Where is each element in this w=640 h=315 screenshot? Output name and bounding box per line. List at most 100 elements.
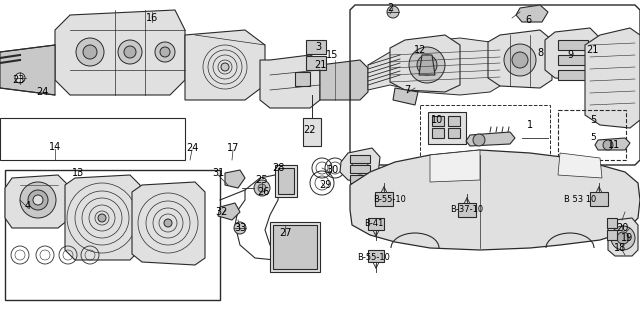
Polygon shape xyxy=(516,5,548,22)
Polygon shape xyxy=(466,132,515,146)
Text: 21: 21 xyxy=(314,60,326,70)
Circle shape xyxy=(124,46,136,58)
Text: 25: 25 xyxy=(256,175,268,185)
Text: 32: 32 xyxy=(216,207,228,217)
Text: 7: 7 xyxy=(404,85,410,95)
Bar xyxy=(278,168,294,194)
Bar xyxy=(420,105,550,160)
Text: 12: 12 xyxy=(414,45,426,55)
Polygon shape xyxy=(595,138,630,150)
Circle shape xyxy=(155,42,175,62)
Text: B-55-10: B-55-10 xyxy=(358,253,390,261)
Text: B 53 10: B 53 10 xyxy=(564,196,596,204)
Text: 26: 26 xyxy=(257,187,269,197)
Circle shape xyxy=(28,190,48,210)
Bar xyxy=(368,218,384,230)
Text: 18: 18 xyxy=(614,243,626,253)
Bar xyxy=(303,118,321,146)
Text: 16: 16 xyxy=(146,13,158,23)
Circle shape xyxy=(20,182,56,218)
Polygon shape xyxy=(419,55,435,75)
Bar xyxy=(275,165,297,197)
Text: 28: 28 xyxy=(272,163,284,173)
Bar xyxy=(558,70,588,80)
Circle shape xyxy=(512,52,528,68)
Text: 8: 8 xyxy=(537,48,543,58)
Bar xyxy=(368,250,384,262)
Polygon shape xyxy=(5,175,68,228)
Bar xyxy=(590,192,608,206)
Polygon shape xyxy=(368,38,510,95)
Bar xyxy=(458,203,476,217)
Bar xyxy=(558,110,626,160)
Bar xyxy=(295,72,310,86)
Polygon shape xyxy=(65,175,140,260)
Circle shape xyxy=(352,158,368,174)
Text: 10: 10 xyxy=(431,115,443,125)
Circle shape xyxy=(617,232,629,244)
Circle shape xyxy=(504,44,536,76)
Polygon shape xyxy=(132,182,205,265)
Circle shape xyxy=(33,195,43,205)
Circle shape xyxy=(603,140,613,150)
Circle shape xyxy=(76,38,104,66)
Polygon shape xyxy=(260,55,320,108)
Text: 29: 29 xyxy=(319,180,331,190)
Circle shape xyxy=(473,134,485,146)
Circle shape xyxy=(422,60,432,70)
Text: 23: 23 xyxy=(12,75,24,85)
Text: 2: 2 xyxy=(387,3,393,13)
Bar xyxy=(432,116,444,126)
Polygon shape xyxy=(218,203,240,220)
Circle shape xyxy=(160,47,170,57)
Bar xyxy=(607,230,617,240)
Circle shape xyxy=(15,73,25,83)
Polygon shape xyxy=(225,170,245,188)
Polygon shape xyxy=(320,60,368,100)
Text: 4: 4 xyxy=(25,201,31,211)
Bar xyxy=(448,116,460,126)
Polygon shape xyxy=(55,10,185,95)
Circle shape xyxy=(118,40,142,64)
Polygon shape xyxy=(340,148,380,183)
Circle shape xyxy=(98,214,106,222)
Text: 9: 9 xyxy=(567,50,573,60)
Circle shape xyxy=(221,63,229,71)
Bar xyxy=(558,55,588,65)
Text: 30: 30 xyxy=(326,165,338,175)
Text: 5: 5 xyxy=(590,134,596,142)
Polygon shape xyxy=(0,45,55,95)
Bar xyxy=(558,40,588,50)
Circle shape xyxy=(83,45,97,59)
Polygon shape xyxy=(430,150,480,182)
Text: 11: 11 xyxy=(608,140,620,150)
Polygon shape xyxy=(558,153,602,178)
Polygon shape xyxy=(350,150,640,250)
Circle shape xyxy=(234,222,246,234)
Text: 1: 1 xyxy=(527,120,533,130)
Circle shape xyxy=(611,226,635,250)
Text: 15: 15 xyxy=(326,50,338,60)
Polygon shape xyxy=(585,28,640,128)
Text: 17: 17 xyxy=(227,143,239,153)
Circle shape xyxy=(254,180,270,196)
Polygon shape xyxy=(390,35,460,92)
Text: 14: 14 xyxy=(49,142,61,152)
Text: 5: 5 xyxy=(590,115,596,125)
Bar xyxy=(432,128,444,138)
Text: B-55-10: B-55-10 xyxy=(374,196,406,204)
Bar xyxy=(306,40,326,54)
Circle shape xyxy=(258,184,266,192)
Circle shape xyxy=(417,55,437,75)
Text: B-37-10: B-37-10 xyxy=(451,205,484,215)
Polygon shape xyxy=(185,30,265,100)
Bar xyxy=(306,56,326,70)
Bar xyxy=(273,225,317,269)
Bar xyxy=(270,222,320,272)
Polygon shape xyxy=(608,218,638,256)
Text: 3: 3 xyxy=(315,42,321,52)
Text: 19: 19 xyxy=(621,233,633,243)
Bar xyxy=(607,218,617,228)
Text: 21: 21 xyxy=(586,45,598,55)
Text: B-41: B-41 xyxy=(364,219,384,227)
